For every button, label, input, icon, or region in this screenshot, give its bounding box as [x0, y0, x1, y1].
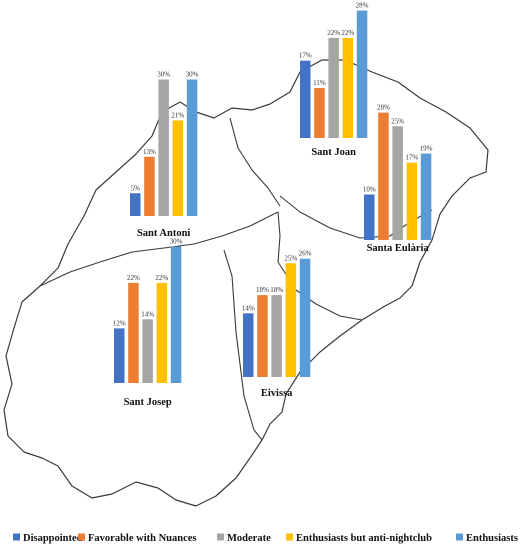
legend-swatch-enthusiasts	[456, 533, 463, 541]
bar-eivissa-disappointed	[243, 313, 254, 377]
legend-label-favorable-with-nuances: Favorable with Nuances	[88, 533, 197, 544]
bar-santa-eularia-enthusiasts	[420, 153, 432, 240]
legend-label-enthusiasts-but-anti-nightclub: Enthusiasts but anti-nightclub	[296, 533, 432, 544]
chart-legend: Disappointed Favorable with Nuances Modera…	[13, 533, 518, 544]
legend-swatch-favorable-with-nuances	[78, 533, 85, 541]
legend-swatch-moderate	[217, 533, 224, 541]
value-label-eivissa-enthusiasts-but-anti-nightclub: 25%	[284, 254, 297, 262]
bar-sant-josep-enthusiasts	[170, 246, 182, 383]
value-label-sant-antoni-enthusiasts-but-anti-nightclub: 21%	[171, 111, 184, 119]
bar-santa-eularia-enthusiasts-but-anti-nightclub	[406, 162, 418, 240]
island-outline	[3, 59, 489, 507]
value-label-eivissa-moderate: 18%	[270, 286, 283, 294]
value-label-santa-eularia-moderate: 25%	[391, 117, 404, 125]
value-label-sant-josep-disappointed: 12%	[113, 319, 126, 327]
ibiza-island-map	[3, 59, 489, 507]
border-sant-josep-eivissa	[223, 249, 263, 441]
region-label-sant-antoni: Sant Antoni	[137, 228, 190, 239]
legend-swatch-disappointed	[13, 533, 20, 541]
value-label-sant-josep-favorable-with-nuances: 22%	[127, 274, 140, 282]
bar-eivissa-enthusiasts-but-anti-nightclub	[285, 263, 297, 377]
bar-santa-eularia-moderate	[392, 126, 403, 240]
value-label-sant-josep-enthusiasts-but-anti-nightclub: 22%	[155, 274, 168, 282]
value-label-eivissa-disappointed: 14%	[242, 304, 255, 312]
bar-sant-joan-favorable-with-nuances	[314, 87, 325, 138]
value-label-sant-josep-enthusiasts: 30%	[170, 238, 183, 246]
region-label-santa-eularia: Santa Eulària	[367, 243, 430, 254]
bar-sant-antoni-moderate	[158, 79, 169, 216]
bar-sant-josep-favorable-with-nuances	[128, 282, 139, 383]
legend-label-disappointed: Disappointed	[23, 533, 83, 544]
value-label-eivissa-enthusiasts: 26%	[299, 250, 312, 258]
bar-sant-antoni-favorable-with-nuances	[144, 156, 155, 216]
value-label-sant-joan-disappointed: 17%	[299, 52, 312, 60]
legend-label-enthusiasts: Enthusiasts	[466, 533, 518, 544]
value-label-sant-joan-enthusiasts: 28%	[356, 2, 369, 10]
bar-sant-josep-moderate	[142, 319, 153, 383]
bar-santa-eularia-disappointed	[364, 194, 375, 240]
value-label-eivissa-favorable-with-nuances: 18%	[256, 286, 269, 294]
legend-label-moderate: Moderate	[227, 533, 271, 544]
bar-sant-joan-enthusiasts-but-anti-nightclub	[342, 37, 354, 138]
bar-sant-joan-moderate	[328, 37, 339, 138]
bar-eivissa-favorable-with-nuances	[257, 295, 268, 377]
bar-sant-josep-disappointed	[114, 328, 125, 383]
region-label-sant-joan: Sant Joan	[311, 147, 356, 158]
bar-sant-antoni-disappointed	[130, 193, 141, 216]
border-sant-antoni-sant-joan	[229, 117, 281, 207]
value-label-sant-antoni-moderate: 30%	[157, 71, 170, 79]
bar-sant-antoni-enthusiasts	[186, 79, 198, 216]
bar-eivissa-moderate	[271, 295, 282, 377]
bar-sant-joan-disappointed	[300, 60, 311, 138]
value-label-sant-joan-favorable-with-nuances: 11%	[313, 79, 326, 87]
region-label-sant-josep: Sant Josep	[124, 397, 172, 408]
value-label-sant-joan-moderate: 22%	[327, 29, 340, 37]
value-label-sant-antoni-favorable-with-nuances: 13%	[143, 148, 156, 156]
value-label-sant-antoni-enthusiasts: 30%	[186, 71, 199, 79]
legend-swatch-enthusiasts-but-anti-nightclub	[286, 533, 293, 541]
region-label-eivissa: Eivissa	[261, 388, 293, 399]
bar-eivissa-enthusiasts	[299, 258, 311, 377]
border-sant-antoni-sant-josep	[39, 211, 279, 287]
value-label-santa-eularia-enthusiasts: 19%	[420, 145, 433, 153]
value-label-sant-joan-enthusiasts-but-anti-nightclub: 22%	[341, 29, 354, 37]
value-label-santa-eularia-favorable-with-nuances: 28%	[377, 104, 390, 112]
chart-bars	[114, 10, 432, 383]
value-label-santa-eularia-disappointed: 10%	[363, 186, 376, 194]
value-label-santa-eularia-enthusiasts-but-anti-nightclub: 17%	[405, 154, 418, 162]
bar-sant-antoni-enthusiasts-but-anti-nightclub	[172, 120, 184, 216]
bar-sant-joan-enthusiasts	[356, 10, 368, 139]
value-label-sant-josep-moderate: 14%	[141, 310, 154, 318]
bar-sant-josep-enthusiasts-but-anti-nightclub	[156, 282, 168, 383]
value-label-sant-antoni-disappointed: 5%	[131, 184, 141, 192]
bar-santa-eularia-favorable-with-nuances	[378, 112, 389, 240]
